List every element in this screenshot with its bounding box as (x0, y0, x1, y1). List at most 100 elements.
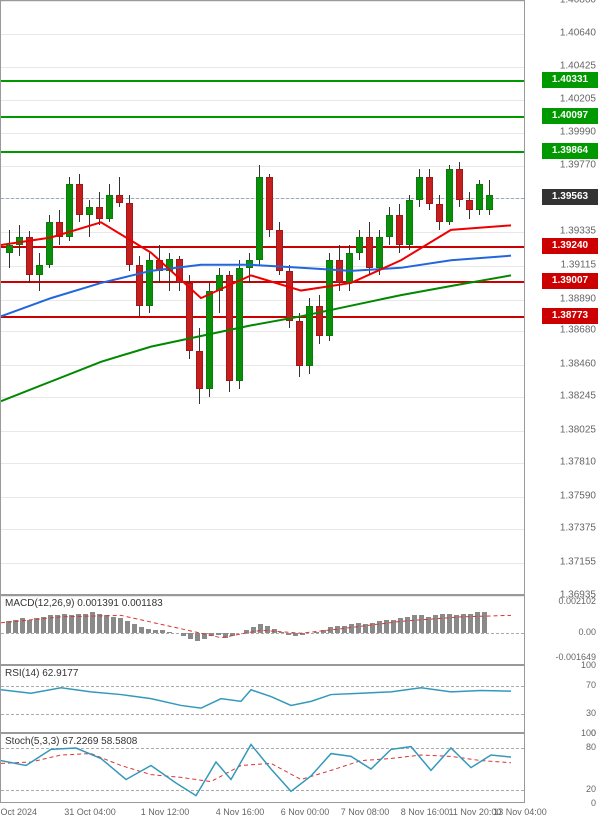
candle (226, 275, 233, 381)
price-label: 1.39240 (542, 238, 598, 254)
y-tick: 1.38460 (560, 358, 596, 369)
x-tick: 7 Nov 08:00 (341, 807, 390, 817)
price-label: 1.39007 (542, 273, 598, 289)
candle (236, 268, 243, 382)
stoch-tick: 20 (586, 784, 596, 794)
candle (106, 195, 113, 219)
stoch-tick: 80 (586, 742, 596, 752)
x-axis: 9 Oct 2024 31 Oct 04:00 1 Nov 12:00 4 Nov 1… (0, 803, 525, 828)
candle (216, 275, 223, 290)
candle (176, 259, 183, 283)
price-label: 1.40331 (542, 72, 598, 88)
macd-panel[interactable]: MACD(12,26,9) 0.001391 0.001183 (0, 595, 525, 665)
macd-label: MACD(12,26,9) 0.001391 0.001183 (5, 598, 163, 609)
candle (476, 184, 483, 210)
candle (416, 177, 423, 200)
x-tick: 9 Oct 2024 (0, 807, 37, 817)
price-label: 1.39864 (542, 143, 598, 159)
candle (196, 351, 203, 389)
candle (26, 237, 33, 275)
candle (456, 169, 463, 199)
y-tick: 1.40640 (560, 28, 596, 39)
candle (46, 222, 53, 264)
rsi-label: RSI(14) 62.9177 (5, 668, 78, 679)
x-tick: 1 Nov 12:00 (141, 807, 190, 817)
candle (296, 321, 303, 366)
candle (356, 237, 363, 252)
stoch-tick: 100 (581, 728, 596, 738)
candle (426, 177, 433, 204)
level-line (1, 151, 524, 153)
candle (246, 260, 253, 268)
level-line (1, 80, 524, 82)
candle (96, 207, 103, 219)
candle (186, 283, 193, 351)
x-tick: 13 Nov 04:00 (493, 807, 547, 817)
y-tick: 1.39770 (560, 160, 596, 171)
y-tick: 1.37375 (560, 523, 596, 534)
rsi-tick: 70 (586, 680, 596, 690)
stoch-label: Stoch(5,3,3) 67.2269 58.5808 (5, 736, 137, 747)
current-price-label: 1.39563 (542, 189, 598, 205)
x-tick: 31 Oct 04:00 (64, 807, 116, 817)
candle (316, 306, 323, 336)
candle (486, 195, 493, 210)
price-label: 1.38773 (542, 308, 598, 324)
rsi-panel[interactable]: RSI(14) 62.9177 (0, 665, 525, 733)
candle (156, 260, 163, 271)
macd-tick: 0.00 (578, 627, 596, 637)
stoch-tick: 0 (591, 798, 596, 808)
candle (376, 237, 383, 267)
y-tick: 1.40860 (560, 0, 596, 6)
candle (396, 215, 403, 245)
candle (286, 271, 293, 321)
candle (446, 169, 453, 222)
candle (56, 222, 63, 237)
y-tick: 1.38890 (560, 293, 596, 304)
y-axis: 1.408601.406401.404251.402051.399901.397… (525, 0, 600, 803)
candle (66, 184, 73, 237)
candle (366, 237, 373, 267)
y-tick: 1.38025 (560, 424, 596, 435)
candle (336, 260, 343, 283)
candle (116, 195, 123, 203)
candle (276, 230, 283, 271)
rsi-tick: 100 (581, 660, 596, 670)
stoch-panel[interactable]: Stoch(5,3,3) 67.2269 58.5808 (0, 733, 525, 803)
y-tick: 1.40425 (560, 60, 596, 71)
candle (166, 259, 173, 271)
candle (266, 177, 273, 230)
y-tick: 1.37810 (560, 457, 596, 468)
candle (346, 253, 353, 283)
candle (256, 177, 263, 260)
candle (16, 237, 23, 245)
candle (326, 260, 333, 336)
candle (126, 203, 133, 265)
x-tick: 6 Nov 00:00 (281, 807, 330, 817)
x-tick: 8 Nov 16:00 (401, 807, 450, 817)
candle (76, 184, 83, 214)
y-tick: 1.39335 (560, 226, 596, 237)
y-tick: 1.37590 (560, 490, 596, 501)
y-tick: 1.38245 (560, 391, 596, 402)
price-chart[interactable] (0, 0, 525, 595)
candle (206, 291, 213, 390)
y-tick: 1.37155 (560, 556, 596, 567)
candle (466, 200, 473, 211)
candle (436, 204, 443, 222)
y-tick: 1.38680 (560, 325, 596, 336)
y-tick: 1.39990 (560, 126, 596, 137)
level-line (1, 116, 524, 118)
candle (36, 265, 43, 276)
candle (136, 265, 143, 306)
rsi-tick: 30 (586, 708, 596, 718)
candle (6, 245, 13, 253)
level-line (1, 281, 524, 283)
candle (386, 215, 393, 238)
level-line (1, 316, 524, 318)
price-label: 1.40097 (542, 108, 598, 124)
x-tick: 4 Nov 16:00 (216, 807, 265, 817)
candle (306, 306, 313, 367)
macd-tick: 0.002102 (558, 596, 596, 606)
y-tick: 1.39115 (561, 259, 596, 270)
